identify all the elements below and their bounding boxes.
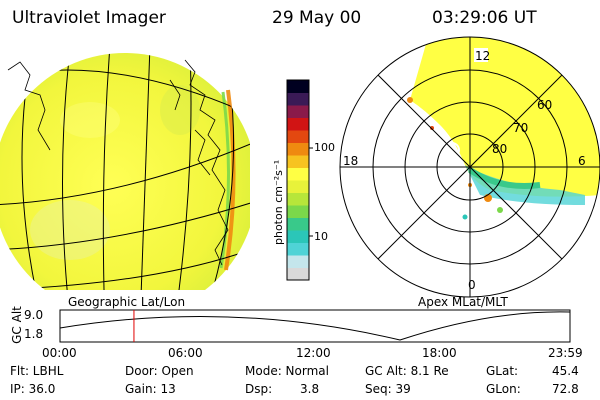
colorbar-tick-10: 10 — [314, 230, 328, 243]
mlt-label-0: 0 — [468, 278, 476, 292]
colorbar-swatch — [287, 230, 309, 243]
colorbar-swatch — [287, 142, 309, 156]
app-title: Ultraviolet Imager — [12, 8, 166, 28]
polar-grid — [339, 36, 600, 298]
date-label: 29 May 00 — [272, 8, 362, 28]
colorbar-swatch — [287, 205, 309, 218]
altitude-curve — [59, 311, 571, 341]
info-glon-label: GLon: — [486, 382, 521, 396]
polar-plot: 12 18 6 0 60 70 80 — [339, 36, 600, 298]
colorbar-swatch — [287, 242, 309, 256]
mlt-label-12: 12 — [475, 49, 490, 63]
colorbar-swatch — [287, 217, 309, 231]
mlt-label-6: 6 — [578, 154, 586, 168]
colorbar-swatch — [287, 192, 309, 206]
colorbar-swatch — [287, 180, 309, 193]
mlat-label-80: 80 — [492, 142, 507, 156]
timeline-xtick-2: 12:00 — [296, 346, 331, 360]
info-seq: Seq: 39 — [365, 382, 411, 396]
globe-disk — [0, 53, 250, 290]
left-panel-label: Geographic Lat/Lon — [68, 295, 186, 309]
right-panel-label: Apex MLat/MLT — [418, 295, 508, 309]
info-ip: IP: 36.0 — [10, 382, 56, 396]
timeline-xtick-4: 23:59 — [548, 346, 583, 360]
info-flt: Flt: LBHL — [10, 364, 64, 378]
colorbar-swatch — [287, 117, 309, 131]
colorbar-tick-100: 100 — [314, 141, 335, 154]
colorbar-swatch — [287, 92, 309, 106]
colorbar-swatch — [287, 80, 309, 93]
colorbar-swatch — [287, 267, 309, 281]
info-dsp-value: 3.8 — [300, 382, 320, 396]
colorbar-swatch — [287, 167, 309, 181]
info-dsp-label: Dsp: — [245, 382, 273, 396]
colorbar-swatch — [287, 155, 309, 168]
timeline-ytick-top: 9.0 — [24, 308, 44, 322]
colorbar-swatch — [287, 105, 309, 118]
info-glat-value: 45.4 — [552, 364, 579, 378]
orbit-timeline — [59, 309, 571, 343]
colorbar-unit-label: photon cm⁻²s⁻¹ — [272, 160, 285, 245]
timeline-xtick-0: 00:00 — [42, 346, 77, 360]
info-door: Door: Open — [125, 364, 194, 378]
info-gain: Gain: 13 — [125, 382, 176, 396]
mlat-label-70: 70 — [513, 121, 528, 135]
info-glon-value: 72.8 — [552, 382, 579, 396]
limb-glow — [224, 89, 236, 271]
info-gcalt: GC Alt: 8.1 Re — [365, 364, 449, 378]
timeline-xtick-1: 06:00 — [168, 346, 203, 360]
time-label: 03:29:06 UT — [432, 8, 537, 28]
mlt-label-18: 18 — [343, 154, 358, 168]
colorbar-swatch — [287, 255, 309, 268]
colorbar — [286, 79, 313, 281]
colorbar-swatch — [287, 130, 309, 143]
mlat-label-60: 60 — [537, 98, 552, 112]
info-mode: Mode: Normal — [245, 364, 329, 378]
geographic-globe — [0, 53, 250, 290]
info-glat-label: GLat: — [486, 364, 519, 378]
timeline-ylabel: GC Alt — [9, 306, 24, 344]
timeline-ytick-bottom: 1.8 — [24, 327, 44, 341]
coastlines — [7, 59, 229, 266]
timeline-xtick-3: 18:00 — [422, 346, 457, 360]
colorbar-frame — [286, 79, 310, 281]
